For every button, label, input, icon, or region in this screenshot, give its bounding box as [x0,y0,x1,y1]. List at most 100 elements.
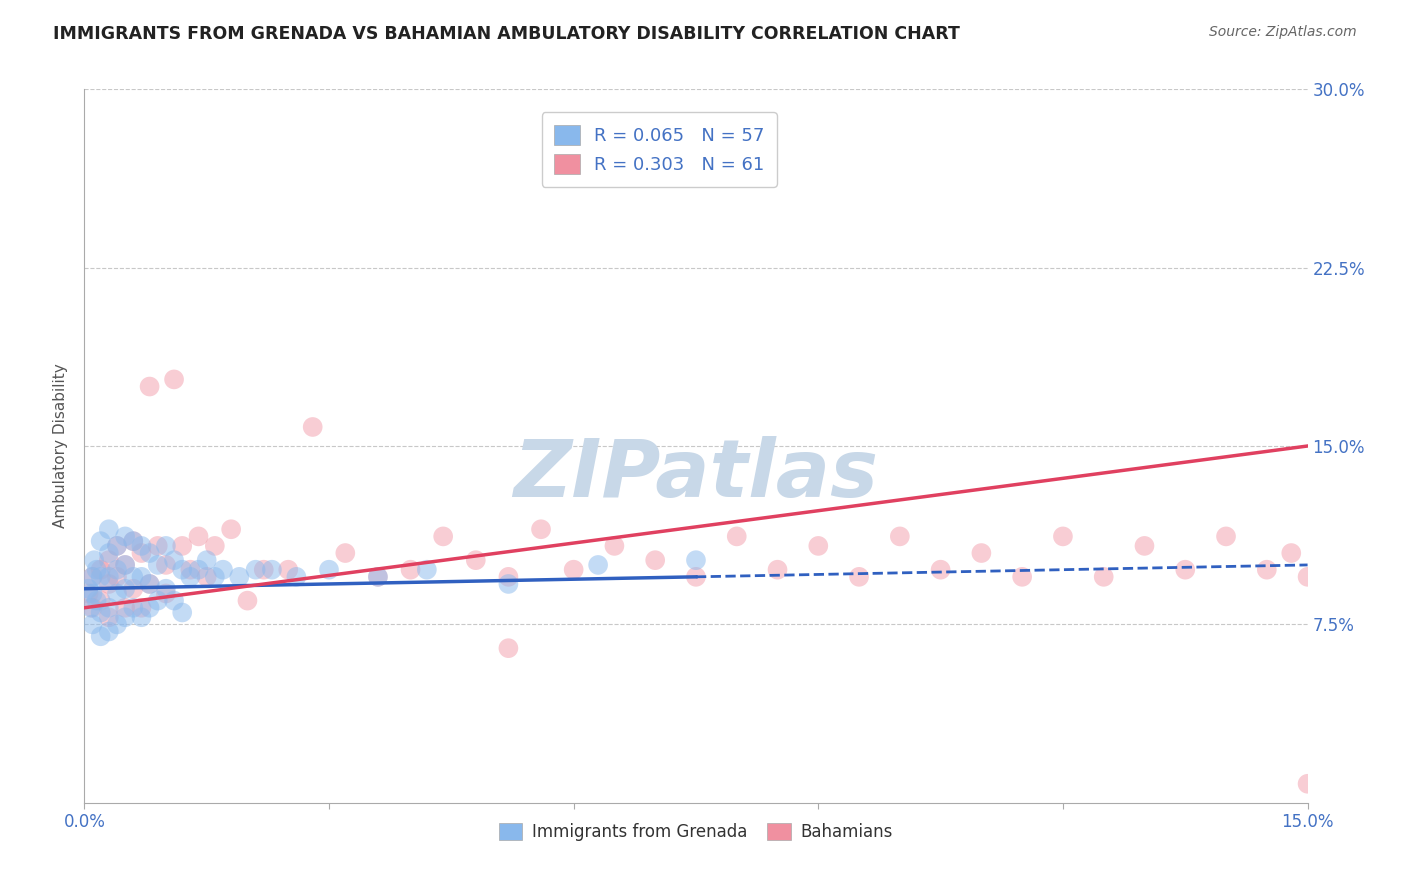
Point [146,558,169,572]
Point [277,563,299,577]
Point [90,563,112,577]
Point [498,577,520,591]
Point [122,582,145,596]
Point [86,593,108,607]
Point [138,379,160,393]
Point [122,570,145,584]
Point [187,563,209,577]
Point [685,553,707,567]
Text: Source: ZipAtlas.com: Source: ZipAtlas.com [1209,25,1357,39]
Point [86,563,108,577]
Point [77,586,100,600]
Point [105,563,128,577]
Point [105,586,128,600]
Point [219,522,242,536]
Point [105,539,128,553]
Point [1133,539,1156,553]
Point [1092,570,1115,584]
Point [97,570,120,584]
Point [105,570,128,584]
Point [155,558,177,572]
Point [725,529,748,543]
Point [228,570,250,584]
Point [318,563,340,577]
Point [498,570,520,584]
Point [1296,570,1319,584]
Point [131,610,153,624]
Point [105,617,128,632]
Point [212,563,235,577]
Legend: Immigrants from Grenada, Bahamians: Immigrants from Grenada, Bahamians [492,816,900,848]
Point [685,570,707,584]
Point [187,529,209,543]
Point [131,570,153,584]
Point [82,586,104,600]
Point [80,600,103,615]
Point [367,570,389,584]
Point [1011,570,1033,584]
Point [122,534,145,549]
Point [172,606,194,620]
Point [114,529,136,543]
Point [204,570,226,584]
Point [131,600,153,615]
Point [90,606,112,620]
Point [122,600,145,615]
Text: IMMIGRANTS FROM GRENADA VS BAHAMIAN AMBULATORY DISABILITY CORRELATION CHART: IMMIGRANTS FROM GRENADA VS BAHAMIAN AMBU… [53,25,960,43]
Point [138,600,160,615]
Point [82,570,104,584]
Point [464,553,486,567]
Point [807,539,830,553]
Point [1296,777,1319,791]
Point [416,563,439,577]
Point [97,577,120,591]
Point [77,582,100,596]
Point [172,539,194,553]
Point [90,534,112,549]
Point [97,610,120,624]
Point [146,593,169,607]
Point [163,553,186,567]
Point [97,600,120,615]
Point [766,563,789,577]
Y-axis label: Ambulatory Disability: Ambulatory Disability [53,364,69,528]
Point [367,570,389,584]
Point [889,529,911,543]
Point [399,563,422,577]
Point [82,600,104,615]
Point [82,617,104,632]
Point [90,593,112,607]
Point [301,420,323,434]
Point [97,624,120,639]
Point [245,563,267,577]
Point [97,522,120,536]
Point [260,563,283,577]
Point [97,553,120,567]
Point [1174,563,1197,577]
Point [172,563,194,577]
Point [1279,546,1302,560]
Point [83,553,105,567]
Point [90,629,112,643]
Point [105,539,128,553]
Point [586,558,609,572]
Point [204,539,226,553]
Point [530,522,553,536]
Point [114,610,136,624]
Point [155,582,177,596]
Point [138,546,160,560]
Text: ZIPatlas: ZIPatlas [513,435,879,514]
Point [929,563,952,577]
Point [114,582,136,596]
Point [138,577,160,591]
Point [1256,563,1278,577]
Point [90,570,112,584]
Point [285,570,308,584]
Point [155,539,177,553]
Point [236,593,259,607]
Point [122,534,145,549]
Point [1052,529,1074,543]
Point [82,570,104,584]
Point [179,570,201,584]
Point [562,563,585,577]
